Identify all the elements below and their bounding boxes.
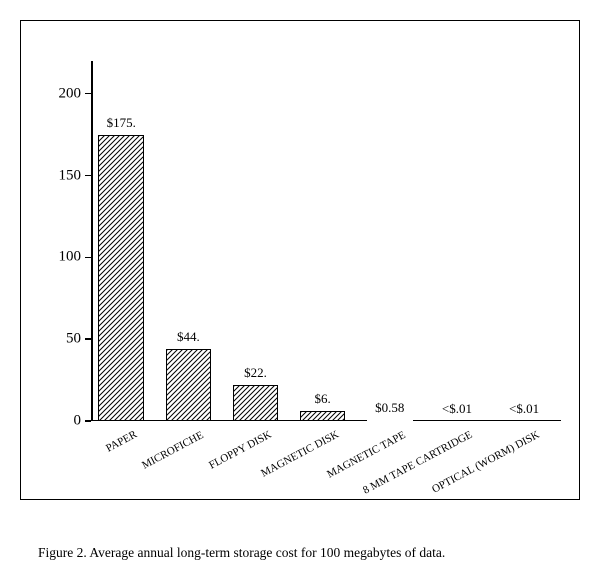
bar-value-label: $175.: [107, 115, 136, 131]
y-axis-label: 50: [66, 331, 81, 348]
bar-value-label: $0.58: [375, 400, 404, 416]
page: 0 50 100 150 200 $175. PAPER $44. MICROFICHE $22.…: [0, 0, 600, 584]
bar: [166, 349, 212, 421]
category-label: PAPER: [104, 429, 139, 455]
y-tick: [85, 338, 91, 340]
y-axis-label: 150: [59, 167, 82, 184]
bar: [367, 420, 413, 421]
bar-value-label: <$.01: [442, 401, 472, 417]
bar: [300, 411, 346, 421]
bar-value-label: $6.: [315, 391, 331, 407]
chart-frame: 0 50 100 150 200 $175. PAPER $44. MICROFICHE $22.…: [20, 20, 580, 500]
bar: [98, 135, 144, 421]
bar-value-label: $44.: [177, 329, 200, 345]
y-axis-label: 200: [59, 85, 82, 102]
y-tick: [85, 175, 91, 177]
y-axis-label: 0: [74, 413, 82, 430]
category-label: MICROFICHE: [140, 429, 206, 471]
y-tick: [85, 420, 91, 422]
y-tick: [85, 257, 91, 259]
y-axis-label: 100: [59, 249, 82, 266]
y-axis-line: [91, 61, 93, 421]
bar: [233, 385, 279, 421]
plot-area: 050100150200$175.PAPER$44.MICROFICHE$22.…: [91, 61, 561, 421]
bar-value-label: $22.: [244, 365, 267, 381]
y-tick: [85, 93, 91, 95]
category-label: 8 MM TAPE CARTRIDGE: [361, 429, 474, 497]
figure-caption: Figure 2. Average annual long-term stora…: [38, 545, 445, 561]
bar-value-label: <$.01: [509, 401, 539, 417]
